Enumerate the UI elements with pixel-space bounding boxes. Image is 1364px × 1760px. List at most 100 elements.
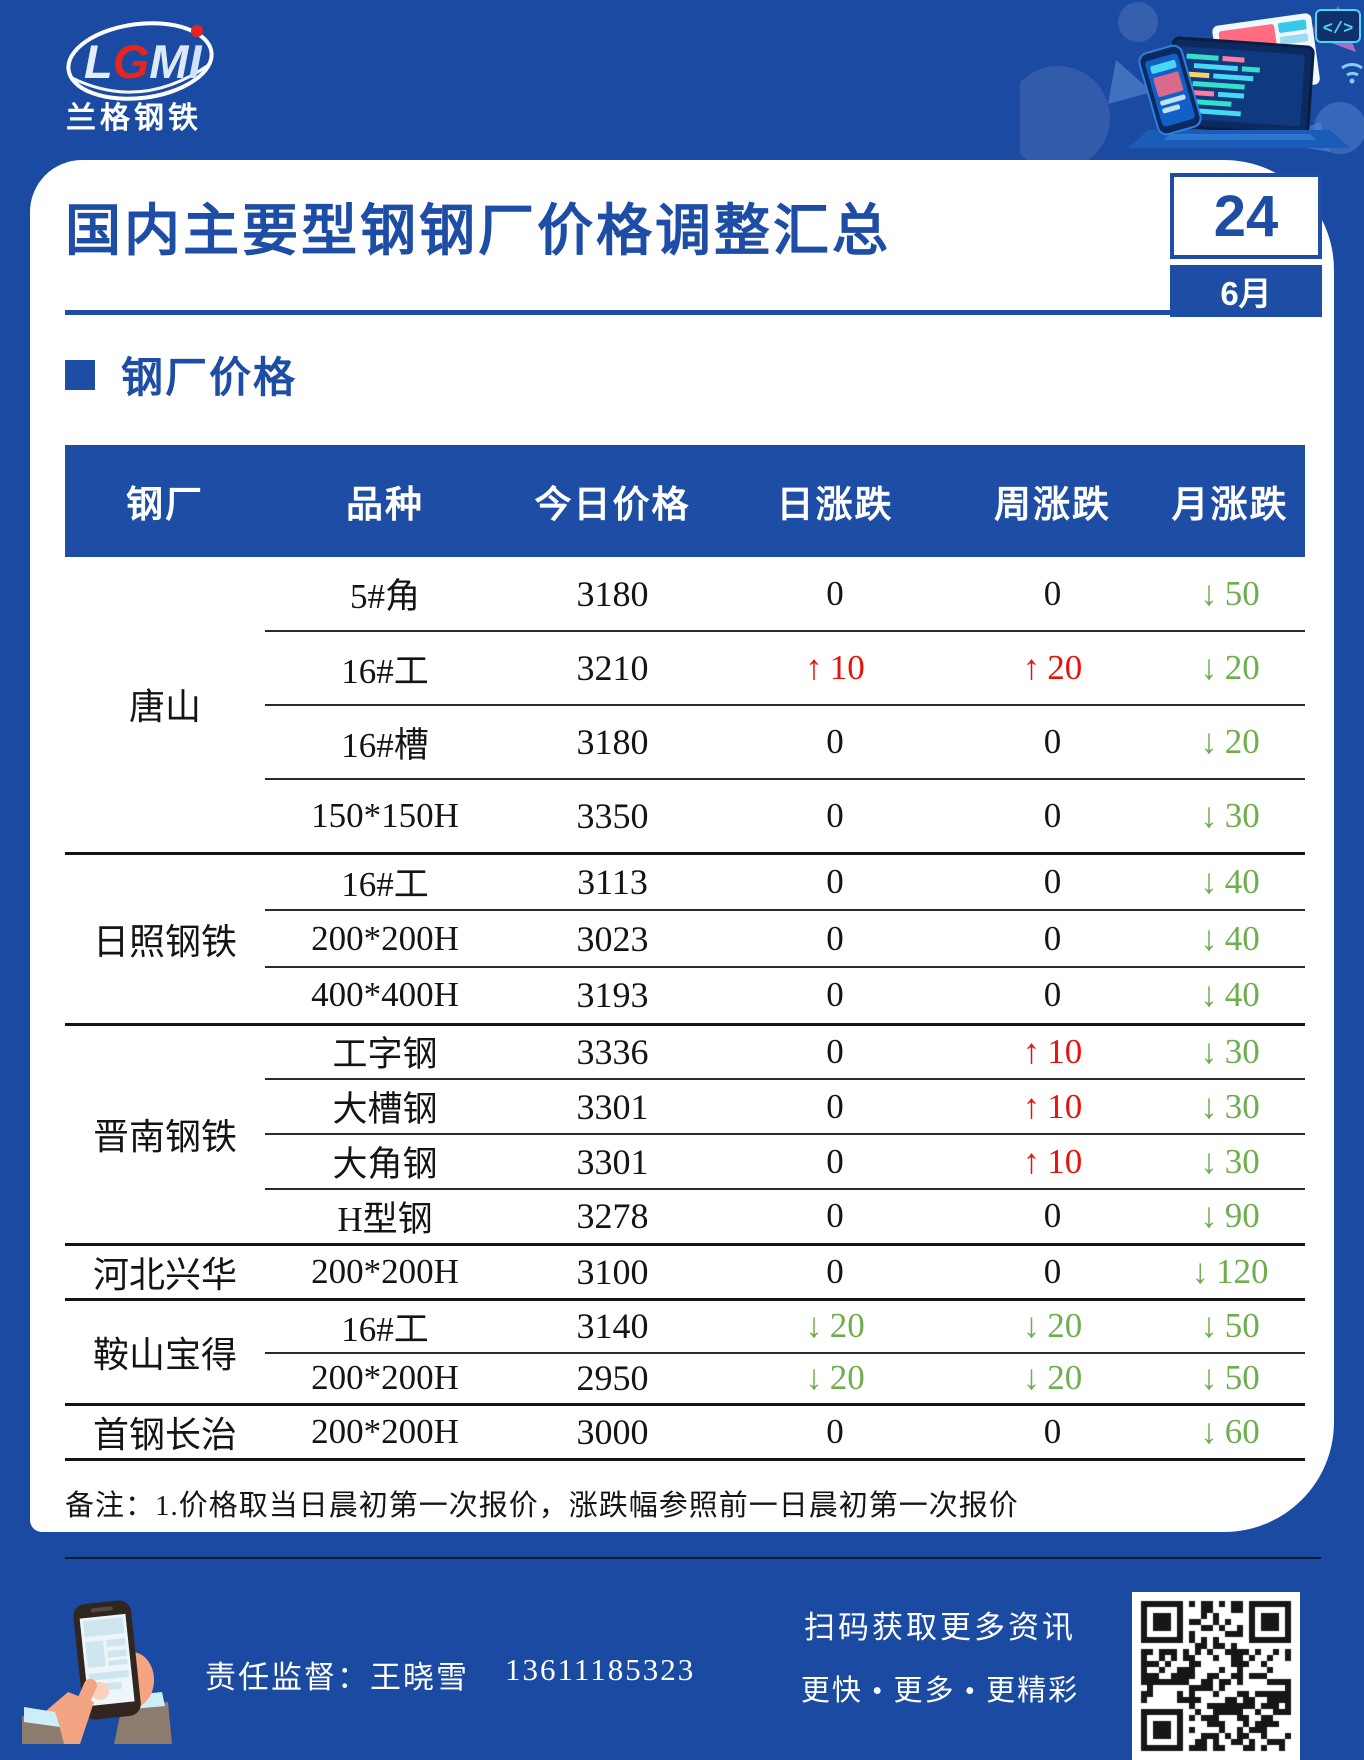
down-arrow-icon: ↓ bbox=[1200, 975, 1218, 1015]
daily-change-cell: 0 bbox=[720, 779, 950, 855]
change-value: 0 bbox=[826, 795, 844, 835]
variety-cell: 200*200H bbox=[265, 1352, 505, 1406]
change-value: 0 bbox=[826, 1412, 844, 1451]
down-arrow-icon: ↓ bbox=[1200, 795, 1218, 835]
table-row: H型钢 3278 0 0 ↓ 90 bbox=[65, 1189, 1305, 1246]
weekly-change-cell: 0 bbox=[950, 853, 1155, 911]
change-value: 0 bbox=[1043, 975, 1062, 1015]
qr-captions: 扫码获取更多资讯 更快 • 更多 • 更精彩 bbox=[740, 1602, 1140, 1709]
price-cell: 3210 bbox=[505, 631, 720, 706]
change-value: 0 bbox=[1043, 1412, 1062, 1451]
table-row: 150*150H 3350 0 0 ↓ 30 bbox=[65, 779, 1305, 855]
wifi-icon bbox=[1341, 63, 1363, 84]
daily-change-cell: 0 bbox=[720, 967, 950, 1026]
variety-cell: 大角钢 bbox=[265, 1134, 505, 1190]
table-row: 鞍山宝得 16#工 3140 ↓ 20 ↓ 20 ↓ 50 bbox=[65, 1299, 1305, 1406]
change-value: 50 bbox=[1224, 1358, 1260, 1398]
mill-cell: 唐山 bbox=[65, 557, 265, 855]
change-value: 0 bbox=[1043, 1196, 1062, 1236]
weekly-change-cell: ↑ 20 bbox=[950, 631, 1155, 706]
table-row: 唐山 5#角 3180 0 0 ↓ 50 bbox=[65, 557, 1305, 855]
change-value: 0 bbox=[826, 918, 844, 958]
monthly-change-cell: ↓ 90 bbox=[1155, 1189, 1305, 1246]
price-cell: 3350 bbox=[505, 779, 720, 855]
column-header: 月涨跌 bbox=[1155, 445, 1305, 557]
tech-illustration: </> bbox=[1020, 2, 1364, 160]
change-value: 0 bbox=[1043, 861, 1062, 901]
logo-swoosh-icon bbox=[71, 62, 211, 94]
table-row: 首钢长治 200*200H 3000 0 0 ↓ 60 bbox=[65, 1404, 1305, 1461]
variety-cell: 200*200H bbox=[265, 1244, 505, 1301]
change-value: 0 bbox=[1043, 1251, 1062, 1291]
change-value: 0 bbox=[826, 861, 844, 901]
table-row: 400*400H 3193 0 0 ↓ 40 bbox=[65, 967, 1305, 1026]
table-row: 大槽钢 3301 0 ↑ 10 ↓ 30 bbox=[65, 1079, 1305, 1135]
monthly-change-cell: ↓ 30 bbox=[1155, 1134, 1305, 1190]
supervisor-phone: 13611185323 bbox=[505, 1652, 696, 1687]
monthly-change-cell: ↓ 120 bbox=[1155, 1244, 1305, 1301]
weekly-change-cell: 0 bbox=[950, 779, 1155, 855]
daily-change-cell: 0 bbox=[720, 705, 950, 780]
daily-change-cell: ↑ 10 bbox=[720, 631, 950, 706]
table-body: 唐山 5#角 3180 0 0 ↓ 50 16#工 3210 ↑ 10 ↑ 20 ↓ 20 16#槽 3180 0… bbox=[65, 557, 1305, 1461]
daily-change-cell: 0 bbox=[720, 853, 950, 911]
monthly-change-cell: ↓ 40 bbox=[1155, 967, 1305, 1026]
qr-code bbox=[1132, 1592, 1300, 1760]
price-cell: 3278 bbox=[505, 1189, 720, 1246]
price-cell: 3336 bbox=[505, 1024, 720, 1080]
monthly-change-cell: ↓ 50 bbox=[1155, 1352, 1305, 1406]
lgmi-logo: LGMI 兰格钢铁 bbox=[66, 21, 214, 135]
change-value: 30 bbox=[1224, 795, 1260, 835]
price-table-wrapper: 钢厂 品种 今日价格 日涨跌 周涨跌 月涨跌 唐山 5#角 3180 0 0 ↓ 50 16#工 3210… bbox=[65, 445, 1305, 1461]
section-title: 钢厂价格 bbox=[121, 356, 298, 402]
section-header: 钢厂价格 bbox=[65, 344, 297, 405]
down-arrow-icon: ↓ bbox=[1200, 1031, 1218, 1071]
change-value: 0 bbox=[826, 975, 844, 1015]
code-badge-icon: </> bbox=[1315, 9, 1361, 43]
monthly-change-cell: ↓ 40 bbox=[1155, 910, 1305, 968]
change-value: 40 bbox=[1224, 861, 1260, 901]
qr-caption-line2: 更快 • 更多 • 更精彩 bbox=[800, 1675, 1080, 1707]
weekly-change-cell: ↓ 20 bbox=[950, 1299, 1155, 1354]
daily-change-cell: 0 bbox=[720, 1244, 950, 1301]
change-value: 10 bbox=[1047, 1086, 1083, 1126]
monthly-change-cell: ↓ 30 bbox=[1155, 1024, 1305, 1080]
table-row: 大角钢 3301 0 ↑ 10 ↓ 30 bbox=[65, 1134, 1305, 1190]
change-value: 0 bbox=[1043, 795, 1062, 835]
down-arrow-icon: ↓ bbox=[1200, 861, 1218, 901]
date-badge: 24 6月 bbox=[1170, 173, 1322, 317]
up-arrow-icon: ↑ bbox=[1022, 1031, 1041, 1071]
price-cell: 3023 bbox=[505, 910, 720, 968]
monthly-change-cell: ↓ 30 bbox=[1155, 1079, 1305, 1135]
price-cell: 3000 bbox=[505, 1404, 720, 1461]
down-arrow-icon: ↓ bbox=[805, 1358, 823, 1398]
date-day: 24 bbox=[1170, 173, 1322, 259]
table-row: 河北兴华 200*200H 3100 0 0 ↓ 120 bbox=[65, 1244, 1305, 1301]
table-row: 200*200H 3023 0 0 ↓ 40 bbox=[65, 910, 1305, 968]
price-table: 钢厂 品种 今日价格 日涨跌 周涨跌 月涨跌 唐山 5#角 3180 0 0 ↓ 50 16#工 3210… bbox=[65, 445, 1305, 1461]
mill-cell: 日照钢铁 bbox=[65, 853, 265, 1026]
variety-cell: 200*200H bbox=[265, 910, 505, 968]
footer-divider bbox=[65, 1557, 1321, 1559]
down-arrow-icon: ↓ bbox=[1200, 1196, 1218, 1236]
change-value: 0 bbox=[1043, 573, 1062, 613]
header-row: 钢厂 品种 今日价格 日涨跌 周涨跌 月涨跌 bbox=[65, 445, 1305, 557]
change-value: 40 bbox=[1224, 918, 1260, 958]
price-cell: 3113 bbox=[505, 853, 720, 911]
column-header: 日涨跌 bbox=[720, 445, 950, 557]
change-value: 20 bbox=[1224, 648, 1260, 687]
column-header: 钢厂 bbox=[65, 445, 265, 557]
daily-change-cell: ↓ 20 bbox=[720, 1352, 950, 1406]
change-value: 20 bbox=[829, 1306, 865, 1345]
variety-cell: 16#槽 bbox=[265, 705, 505, 780]
down-arrow-icon: ↓ bbox=[1200, 1141, 1218, 1181]
variety-cell: 16#工 bbox=[265, 1299, 505, 1354]
column-header: 品种 bbox=[265, 445, 505, 557]
change-value: 0 bbox=[826, 722, 844, 761]
weekly-change-cell: 0 bbox=[950, 1244, 1155, 1301]
change-value: 30 bbox=[1224, 1086, 1260, 1126]
down-arrow-icon: ↓ bbox=[1022, 1306, 1041, 1345]
down-arrow-icon: ↓ bbox=[1200, 573, 1218, 613]
variety-cell: 工字钢 bbox=[265, 1024, 505, 1080]
change-value: 0 bbox=[826, 573, 844, 613]
